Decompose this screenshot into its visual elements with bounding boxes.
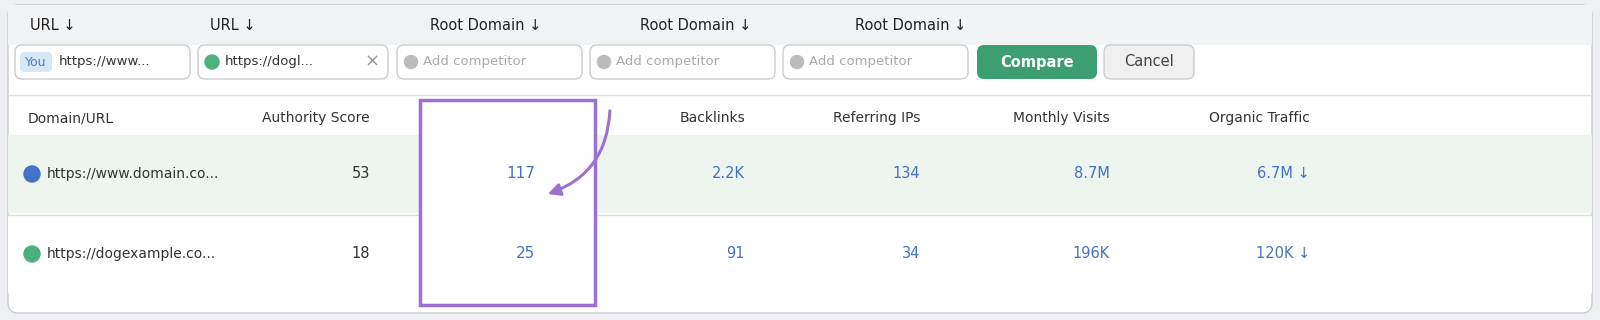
Text: Backlinks: Backlinks (680, 111, 746, 125)
Text: Add competitor: Add competitor (810, 55, 912, 68)
Circle shape (24, 166, 40, 182)
Text: 120K ↓: 120K ↓ (1256, 246, 1310, 261)
Text: https://dogl...: https://dogl... (226, 55, 314, 68)
Text: Cancel: Cancel (1125, 54, 1174, 69)
Circle shape (205, 55, 219, 69)
Text: Referring IPs: Referring IPs (832, 111, 920, 125)
Text: Organic Traffic: Organic Traffic (1210, 111, 1310, 125)
Text: Monthly Visits: Monthly Visits (1013, 111, 1110, 125)
Circle shape (597, 55, 611, 68)
Text: 53: 53 (352, 166, 370, 181)
Text: Authority Score: Authority Score (262, 111, 370, 125)
Text: https://www.domain.co...: https://www.domain.co... (46, 167, 219, 181)
Bar (419, 100, 595, 305)
Text: 34: 34 (902, 246, 920, 261)
Text: 91: 91 (726, 246, 746, 261)
Text: URL ↓: URL ↓ (210, 18, 256, 33)
FancyBboxPatch shape (590, 45, 774, 79)
FancyBboxPatch shape (1104, 45, 1194, 79)
FancyBboxPatch shape (397, 45, 582, 79)
Text: https://dogexample.co...: https://dogexample.co... (46, 247, 216, 261)
Circle shape (790, 55, 803, 68)
Bar (8, 215, 1592, 293)
Text: You: You (26, 55, 46, 68)
Text: Root Domain ↓: Root Domain ↓ (854, 18, 966, 33)
Text: Domain/URL: Domain/URL (29, 111, 114, 125)
Text: ×: × (365, 53, 379, 71)
Text: 8.7M: 8.7M (1074, 166, 1110, 181)
FancyBboxPatch shape (19, 52, 51, 72)
Bar (8, 5, 1592, 45)
Text: 18: 18 (352, 246, 370, 261)
Text: Root Domain ↓: Root Domain ↓ (640, 18, 752, 33)
FancyBboxPatch shape (198, 45, 387, 79)
Text: 196K: 196K (1072, 246, 1110, 261)
Text: Add competitor: Add competitor (616, 55, 718, 68)
FancyBboxPatch shape (978, 45, 1098, 79)
Text: 117: 117 (506, 166, 534, 181)
Text: 6.7M ↓: 6.7M ↓ (1258, 166, 1310, 181)
Text: URL ↓: URL ↓ (30, 18, 75, 33)
Text: Compare: Compare (1000, 54, 1074, 69)
Text: 134: 134 (893, 166, 920, 181)
Circle shape (405, 55, 418, 68)
Text: 2.2K: 2.2K (712, 166, 746, 181)
Text: Add competitor: Add competitor (422, 55, 526, 68)
FancyBboxPatch shape (8, 5, 1592, 313)
Bar (8, 135, 1592, 213)
FancyBboxPatch shape (14, 45, 190, 79)
Text: https://www...: https://www... (59, 55, 150, 68)
Text: Root Domain ↓: Root Domain ↓ (430, 18, 541, 33)
Text: 25: 25 (515, 246, 534, 261)
FancyBboxPatch shape (782, 45, 968, 79)
Text: Referring Domains: Referring Domains (426, 111, 555, 125)
Circle shape (24, 246, 40, 262)
